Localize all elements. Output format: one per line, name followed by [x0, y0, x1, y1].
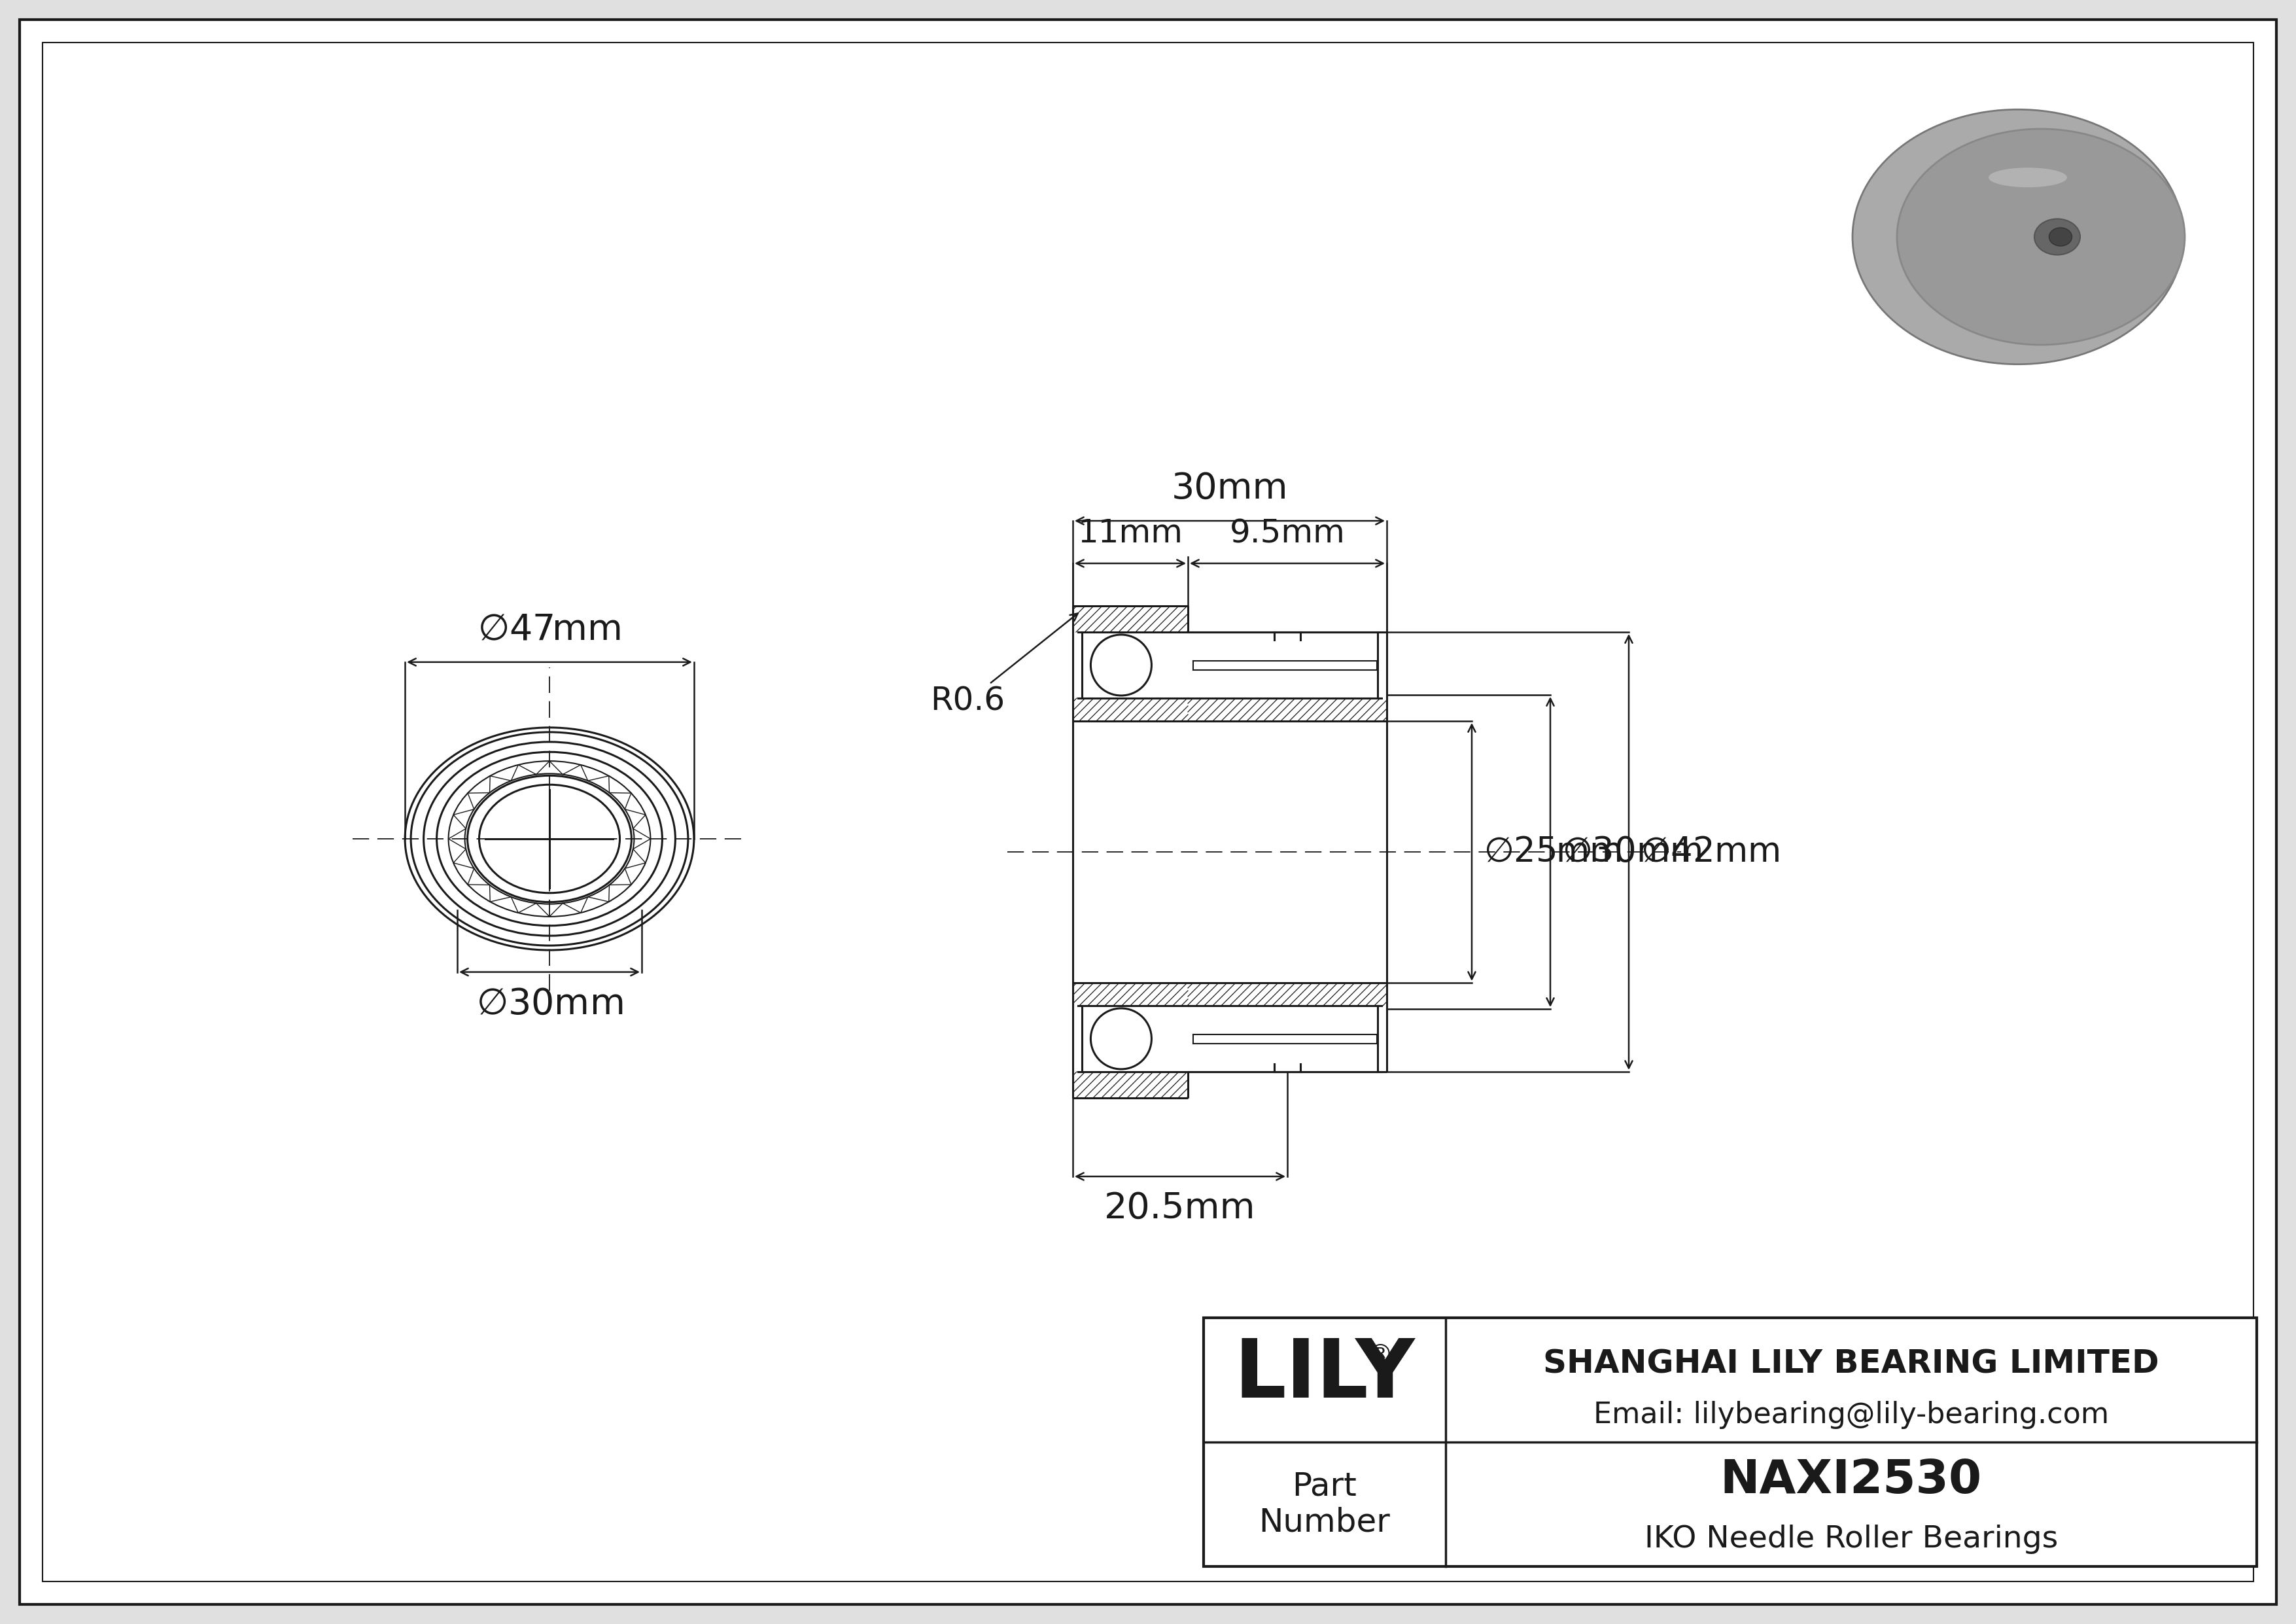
Text: IKO Needle Roller Bearings: IKO Needle Roller Bearings — [1644, 1525, 2057, 1554]
Text: $\varnothing$30mm: $\varnothing$30mm — [475, 986, 622, 1021]
Text: 11mm: 11mm — [1077, 518, 1182, 549]
Circle shape — [1091, 635, 1153, 695]
Text: 30mm: 30mm — [1171, 471, 1288, 507]
Ellipse shape — [1853, 109, 2183, 364]
Text: Email: lilybearing@lily-bearing.com: Email: lilybearing@lily-bearing.com — [1593, 1400, 2110, 1429]
Text: 20.5mm: 20.5mm — [1104, 1190, 1256, 1226]
Text: R0.6: R0.6 — [930, 614, 1077, 718]
Text: $\varnothing$25mm: $\varnothing$25mm — [1483, 835, 1621, 869]
Bar — [1203, 1317, 2257, 1567]
Ellipse shape — [1988, 167, 2066, 187]
Text: $\varnothing$42mm: $\varnothing$42mm — [1642, 835, 1779, 869]
Text: Part
Number: Part Number — [1258, 1470, 1391, 1538]
Circle shape — [1091, 1009, 1153, 1069]
Text: ®: ® — [1368, 1343, 1394, 1367]
Ellipse shape — [2048, 227, 2071, 245]
Text: SHANGHAI LILY BEARING LIMITED: SHANGHAI LILY BEARING LIMITED — [1543, 1348, 2158, 1379]
Text: $\varnothing$47mm: $\varnothing$47mm — [478, 612, 622, 648]
Text: $\varnothing$30mm: $\varnothing$30mm — [1561, 835, 1701, 869]
Ellipse shape — [2034, 219, 2080, 255]
Ellipse shape — [1896, 128, 2186, 344]
Text: 9.5mm: 9.5mm — [1228, 518, 1345, 549]
Text: NAXI2530: NAXI2530 — [1720, 1458, 1981, 1502]
Text: LILY: LILY — [1233, 1335, 1414, 1415]
